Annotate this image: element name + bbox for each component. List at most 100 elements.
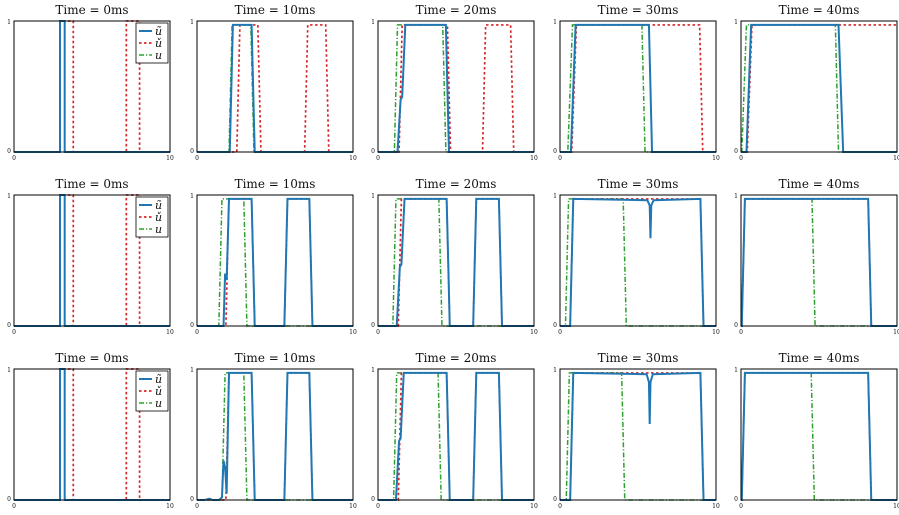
subplot-title: Time = 40ms: [779, 3, 860, 17]
axes-frame: [559, 368, 717, 501]
series-line-u: [197, 24, 353, 153]
axes-frame: [377, 20, 535, 153]
series-line-u: [197, 372, 353, 501]
y-tick-label: 1: [734, 367, 738, 374]
y-tick-label: 1: [734, 19, 738, 26]
x-tick-label: 0: [376, 329, 380, 336]
series-line-u-check: [560, 372, 716, 501]
x-tick-label: 0: [739, 503, 743, 510]
x-tick-label: 0: [558, 155, 562, 162]
legend-label: u: [155, 397, 162, 410]
axes-frame: [196, 194, 354, 327]
y-tick-label: 0: [734, 496, 738, 503]
x-tick-label: 0: [376, 155, 380, 162]
y-tick-label: 1: [734, 193, 738, 200]
x-tick-label: 0: [195, 503, 199, 510]
x-tick-label: 10: [349, 503, 357, 510]
x-tick-label: 10: [893, 503, 899, 510]
y-tick-label: 1: [190, 367, 194, 374]
series-line-u-check: [741, 24, 897, 153]
series-line-u-tilde: [378, 371, 534, 501]
x-tick-label: 10: [712, 503, 720, 510]
series-line-u-check: [560, 24, 716, 153]
y-tick-label: 0: [734, 322, 738, 329]
legend-label: u: [155, 223, 162, 236]
axes-frame: [377, 194, 535, 327]
legend-label: u: [155, 49, 162, 62]
series-line-u: [378, 24, 534, 153]
legend: ũǔu: [135, 370, 169, 412]
x-tick-label: 10: [712, 329, 720, 336]
y-tick-label: 0: [7, 496, 11, 503]
axes-frame: [377, 368, 535, 501]
series-line-u: [741, 24, 897, 153]
x-tick-label: 10: [166, 155, 174, 162]
y-tick-label: 0: [553, 322, 557, 329]
series-line-u-tilde: [741, 197, 897, 327]
y-tick-label: 1: [553, 367, 557, 374]
axes-frame: [559, 194, 717, 327]
x-tick-label: 0: [12, 155, 16, 162]
y-tick-label: 0: [7, 148, 11, 155]
y-tick-label: 0: [190, 148, 194, 155]
x-tick-label: 10: [893, 329, 899, 336]
x-tick-label: 0: [12, 503, 16, 510]
x-tick-label: 0: [558, 503, 562, 510]
legend-label: ũ: [155, 25, 162, 38]
y-tick-label: 0: [734, 148, 738, 155]
x-tick-label: 10: [530, 503, 538, 510]
legend-label: ũ: [155, 199, 162, 212]
series-line-u-tilde: [741, 23, 897, 153]
axes-frame: [196, 368, 354, 501]
x-tick-label: 10: [893, 155, 899, 162]
y-tick-label: 1: [190, 193, 194, 200]
x-tick-label: 0: [558, 329, 562, 336]
series-line-u-tilde: [197, 371, 353, 501]
series-line-u-check: [197, 372, 353, 501]
y-tick-label: 0: [371, 322, 375, 329]
series-line-u-tilde: [560, 197, 716, 327]
y-tick-label: 0: [553, 496, 557, 503]
series-line-u-check: [197, 24, 353, 153]
x-tick-label: 0: [739, 155, 743, 162]
x-tick-label: 10: [349, 329, 357, 336]
subplot-title: Time = 10ms: [235, 177, 316, 191]
x-tick-label: 0: [376, 503, 380, 510]
series-line-u-tilde: [378, 197, 534, 327]
series-line-u-tilde: [560, 371, 716, 501]
series-line-u-check: [378, 24, 534, 153]
subplot-title: Time = 10ms: [235, 351, 316, 365]
y-tick-label: 1: [7, 193, 11, 200]
series-line-u-check: [741, 372, 897, 501]
legend: ũǔu: [135, 22, 169, 64]
x-tick-label: 0: [195, 155, 199, 162]
x-tick-label: 10: [166, 329, 174, 336]
legend: ũǔu: [135, 196, 169, 238]
subplot-title: Time = 20ms: [416, 351, 497, 365]
x-tick-label: 10: [349, 155, 357, 162]
subplot-title: Time = 10ms: [235, 3, 316, 17]
y-tick-label: 1: [553, 193, 557, 200]
subplot-title: Time = 30ms: [598, 177, 679, 191]
axes-frame: [559, 20, 717, 153]
y-tick-label: 0: [371, 496, 375, 503]
subplot-title: Time = 30ms: [598, 3, 679, 17]
subplot-title: Time = 0ms: [55, 177, 128, 191]
series-line-u-check: [560, 198, 716, 327]
x-tick-label: 0: [739, 329, 743, 336]
series-line-u: [560, 24, 716, 153]
subplot-title: Time = 20ms: [416, 177, 497, 191]
y-tick-label: 1: [553, 19, 557, 26]
